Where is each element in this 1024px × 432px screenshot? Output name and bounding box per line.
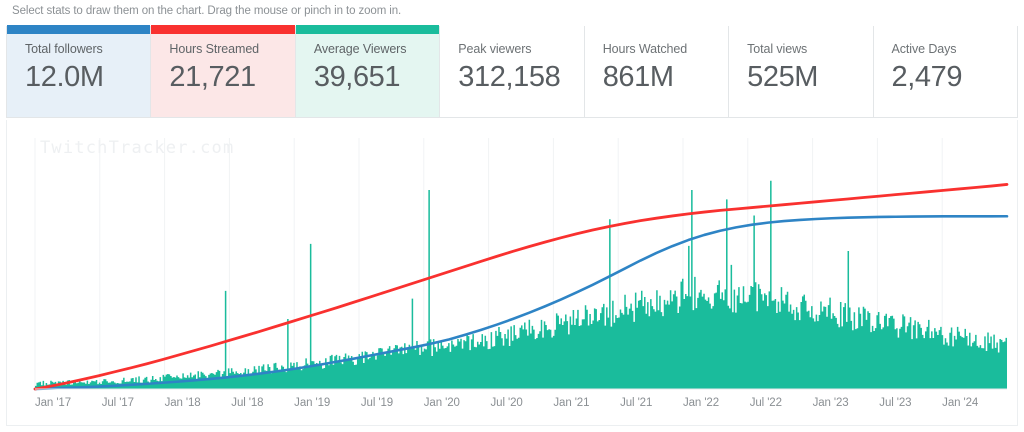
total-followers-line: [33, 214, 1009, 391]
stat-label: Total views: [747, 42, 808, 56]
stat-accent-bar: [151, 25, 295, 34]
stat-card-peak-viewers[interactable]: Peak viewers 312,158: [440, 26, 585, 117]
stat-label: Total followers: [25, 42, 103, 56]
stat-value: 2,479: [891, 61, 963, 93]
stat-label: Active Days: [891, 42, 957, 56]
stat-label: Hours Watched: [602, 42, 688, 56]
stat-card-total-followers[interactable]: Total followers 12.0M: [7, 25, 152, 117]
stat-label: Hours Streamed: [169, 42, 260, 56]
chart-hint-text: Select stats to draw them on the chart. …: [12, 5, 402, 17]
hours-streamed-line: [33, 183, 1009, 391]
stat-value: 525M: [747, 61, 819, 93]
stat-accent-bar: [295, 25, 440, 34]
stat-value: 21,721: [169, 61, 256, 93]
stat-label: Peak viewers: [458, 42, 532, 56]
stats-strip: Total followers 12.0M Hours Streamed 21,721…: [6, 25, 1018, 118]
chart-panel[interactable]: TwitchTracker.com Jan '17 Jul '17 Jan '18 J…: [6, 120, 1018, 426]
average-viewers-area: [35, 180, 1007, 389]
stat-value: 312,158: [458, 61, 561, 93]
stats-chart[interactable]: [7, 120, 1018, 426]
stat-card-total-views[interactable]: Total views 525M: [729, 26, 874, 117]
stat-value: 39,651: [313, 61, 401, 93]
stat-card-hours-watched[interactable]: Hours Watched 861M: [584, 26, 730, 117]
stat-accent-bar: [7, 25, 151, 34]
watermark-text: TwitchTracker.com: [40, 138, 235, 158]
stat-card-hours-streamed[interactable]: Hours Streamed 21,721: [151, 25, 296, 117]
stat-label: Average Viewers: [313, 42, 407, 56]
stat-value: 12.0M: [25, 61, 104, 93]
stat-card-average-viewers[interactable]: Average Viewers 39,651: [295, 25, 441, 117]
stat-value: 861M: [602, 61, 674, 93]
stat-card-active-days[interactable]: Active Days 2,479: [873, 26, 1017, 117]
